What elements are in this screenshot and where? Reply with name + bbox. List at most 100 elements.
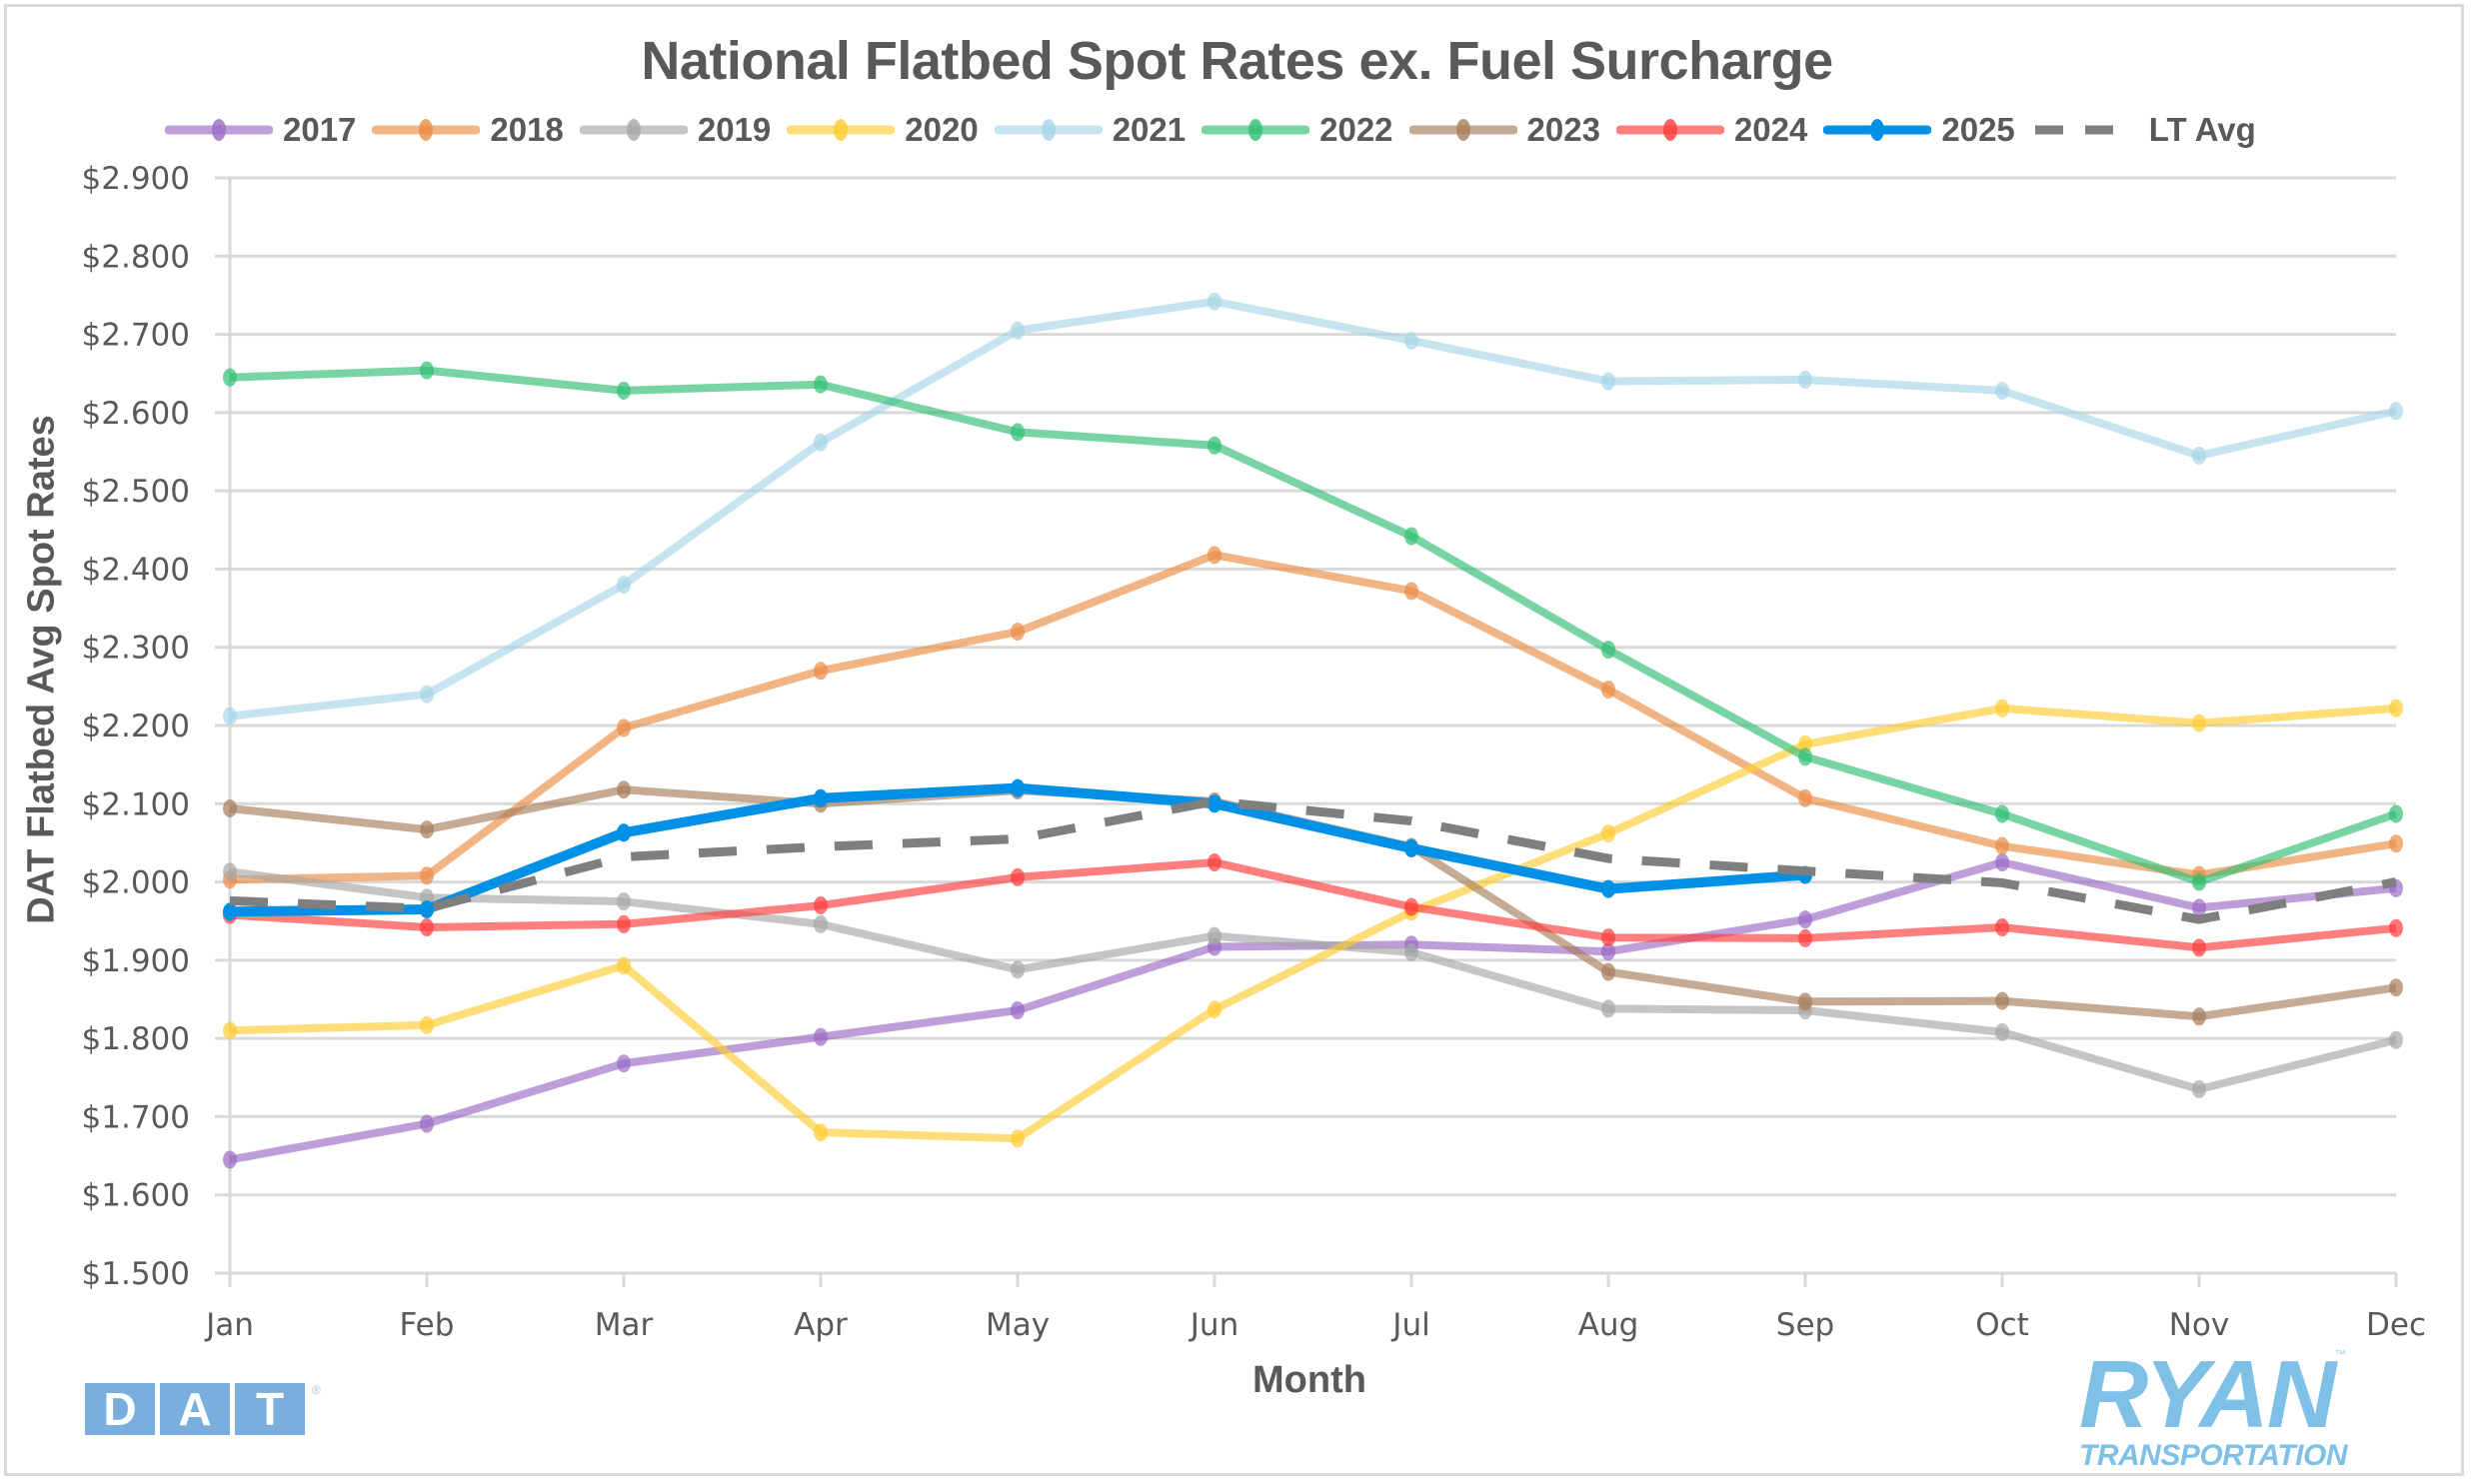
data-point [1011, 1129, 1025, 1148]
series-line [229, 858, 2397, 952]
data-point [1995, 804, 2009, 823]
data-point [617, 1054, 631, 1073]
data-point [1601, 372, 1615, 391]
legend-swatch [165, 119, 273, 141]
legend-item: 2017 [165, 110, 356, 150]
x-tick-label: Feb [400, 1307, 455, 1343]
legend-swatch [372, 119, 481, 141]
data-point [2192, 872, 2206, 891]
legend-marker [419, 119, 434, 141]
data-point [1601, 999, 1615, 1018]
data-point [420, 1015, 434, 1034]
y-tick-label: $2.100 [82, 786, 190, 822]
legend-marker [1455, 119, 1470, 141]
legend-item: 2021 [994, 110, 1186, 150]
gridlines [215, 176, 2396, 1287]
data-point [1208, 1000, 1222, 1019]
data-point [1995, 853, 2009, 871]
legend-item: 2022 [1202, 110, 1393, 150]
y-tick-labels: $1.500 $1.600 $1.700 $1.800 $1.900 $2.000 $2.1… [82, 161, 190, 1292]
series-2025 [223, 778, 1812, 921]
data-point [1208, 546, 1222, 565]
data-point [617, 892, 631, 911]
data-point [420, 685, 434, 704]
data-point [2192, 1007, 2206, 1026]
ryan-logo-sub: TRANSPORTATION [2079, 1439, 2348, 1472]
data-point [223, 707, 237, 726]
data-point [1601, 641, 1615, 660]
legend-label: 2018 [490, 111, 564, 148]
data-point [420, 899, 434, 918]
legend-marker [626, 119, 641, 141]
data-point [814, 375, 828, 394]
x-axis-title: Month [1252, 1359, 1366, 1401]
data-point [1011, 778, 1025, 797]
y-tick-label: $2.900 [82, 161, 190, 197]
legend-swatch [787, 119, 896, 141]
legend-item: LT Avg [2031, 110, 2256, 150]
legend-item: 2019 [579, 110, 771, 150]
x-tick-label: Nov [2169, 1307, 2230, 1343]
series-2022 [223, 361, 2403, 891]
legend-item: 2025 [1823, 110, 2015, 150]
data-point [617, 956, 631, 975]
legend-item: 2023 [1408, 110, 1600, 150]
dat-logo-letter: A [160, 1383, 230, 1435]
y-tick-label: $2.700 [82, 318, 190, 354]
data-point [1995, 991, 2009, 1010]
y-tick-label: $1.600 [82, 1178, 190, 1214]
data-point [814, 433, 828, 452]
chart-title: National Flatbed Spot Rates ex. Fuel Sur… [641, 31, 1833, 91]
data-point [223, 798, 237, 817]
legend-swatch [1202, 119, 1310, 141]
legend-swatch [1615, 119, 1724, 141]
data-point [1208, 853, 1222, 871]
series-2018 [223, 546, 2403, 889]
series-line [229, 704, 2397, 1143]
data-point [2389, 1030, 2403, 1049]
ryan-logo-main: RYAN [2079, 1341, 2336, 1448]
chart-frame [4, 4, 2464, 1476]
data-point [814, 914, 828, 933]
series-2019 [223, 862, 2403, 1099]
legend-marker [834, 119, 849, 141]
data-point [814, 1123, 828, 1142]
legend: 2017 2018 2019 2020 2021 2022 2023 2024 2025 LT A… [165, 108, 2272, 152]
legend-marker [1870, 119, 1885, 141]
data-point [420, 1114, 434, 1133]
data-point [2192, 714, 2206, 733]
data-point [1601, 680, 1615, 699]
x-tick-label: May [986, 1307, 1050, 1343]
series-line [229, 858, 2397, 1164]
x-tick-label: Apr [794, 1307, 848, 1343]
data-point [2192, 938, 2206, 957]
data-point [2192, 1080, 2206, 1099]
data-point [1011, 623, 1025, 642]
series-lines [223, 292, 2403, 1169]
legend-marker [212, 119, 226, 141]
legend-item: 2018 [372, 110, 564, 150]
legend-label: 2025 [1941, 111, 2015, 148]
data-point [2389, 834, 2403, 853]
legend-item: 2020 [787, 110, 979, 150]
legend-swatch [1823, 119, 1932, 141]
data-point [223, 902, 237, 921]
series-2020 [223, 699, 2403, 1148]
dat-registered-mark: ® [312, 1383, 321, 1397]
data-point [223, 1150, 237, 1169]
data-point [1798, 788, 1812, 807]
dat-logo-letter: T [235, 1383, 305, 1435]
series-line [229, 551, 2397, 884]
data-point [1601, 942, 1615, 961]
data-point [1011, 423, 1025, 442]
data-point [2389, 804, 2403, 823]
legend-label: 2024 [1733, 111, 1808, 148]
data-point [814, 1027, 828, 1046]
data-point [1404, 943, 1418, 962]
ryan-transportation-logo: RYAN™ TRANSPORTATION [2079, 1347, 2379, 1471]
y-tick-label: $2.000 [82, 865, 190, 901]
x-tick-label: Aug [1578, 1307, 1639, 1343]
data-point [617, 780, 631, 799]
series-line [229, 366, 2398, 886]
